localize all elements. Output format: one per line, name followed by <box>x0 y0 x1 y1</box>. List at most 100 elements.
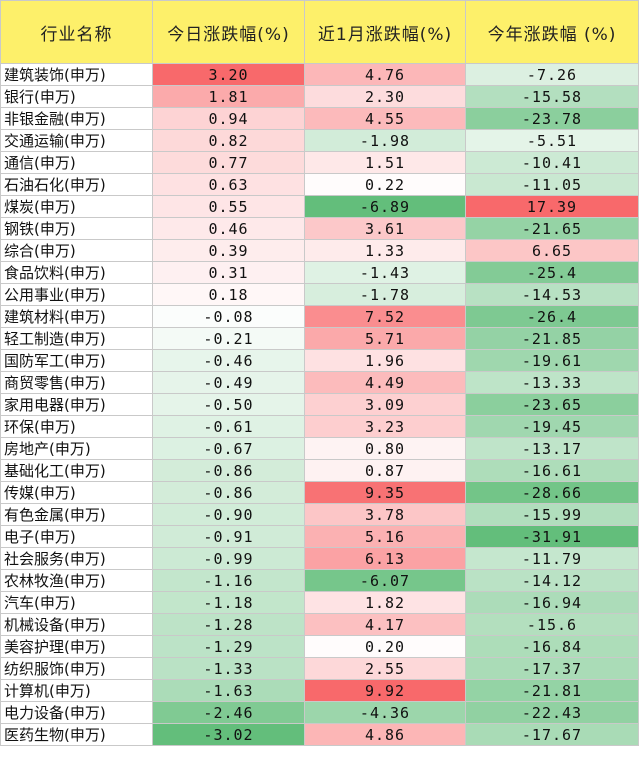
today-change-cell[interactable]: -0.86 <box>152 481 305 504</box>
industry-name-cell[interactable]: 建筑装饰(申万) <box>0 63 153 86</box>
today-change-cell[interactable]: 0.94 <box>152 107 305 130</box>
industry-name-cell[interactable]: 基础化工(申万) <box>0 459 153 482</box>
one-month-change-cell[interactable]: 0.22 <box>304 173 466 196</box>
today-change-cell[interactable]: -0.90 <box>152 503 305 526</box>
industry-name-cell[interactable]: 银行(申万) <box>0 85 153 108</box>
today-change-cell[interactable]: 0.31 <box>152 261 305 284</box>
industry-name-cell[interactable]: 美容护理(申万) <box>0 635 153 658</box>
ytd-change-cell[interactable]: -13.17 <box>465 437 639 460</box>
one-month-change-cell[interactable]: 0.80 <box>304 437 466 460</box>
today-change-cell[interactable]: 3.20 <box>152 63 305 86</box>
today-change-cell[interactable]: -1.33 <box>152 657 305 680</box>
industry-name-cell[interactable]: 纺织服饰(申万) <box>0 657 153 680</box>
ytd-change-cell[interactable]: -15.6 <box>465 613 639 636</box>
one-month-change-cell[interactable]: 3.78 <box>304 503 466 526</box>
today-change-cell[interactable]: -0.21 <box>152 327 305 350</box>
ytd-change-cell[interactable]: -21.85 <box>465 327 639 350</box>
one-month-change-cell[interactable]: -1.78 <box>304 283 466 306</box>
one-month-change-cell[interactable]: 6.13 <box>304 547 466 570</box>
today-change-cell[interactable]: -0.49 <box>152 371 305 394</box>
header-one-month-change[interactable]: 近1月涨跌幅(%) <box>304 0 466 64</box>
ytd-change-cell[interactable]: -23.78 <box>465 107 639 130</box>
header-industry-name[interactable]: 行业名称 <box>0 0 153 64</box>
industry-name-cell[interactable]: 非银金融(申万) <box>0 107 153 130</box>
today-change-cell[interactable]: 0.18 <box>152 283 305 306</box>
ytd-change-cell[interactable]: -31.91 <box>465 525 639 548</box>
today-change-cell[interactable]: -1.63 <box>152 679 305 702</box>
ytd-change-cell[interactable]: -14.12 <box>465 569 639 592</box>
ytd-change-cell[interactable]: -5.51 <box>465 129 639 152</box>
ytd-change-cell[interactable]: 17.39 <box>465 195 639 218</box>
industry-name-cell[interactable]: 农林牧渔(申万) <box>0 569 153 592</box>
industry-name-cell[interactable]: 汽车(申万) <box>0 591 153 614</box>
one-month-change-cell[interactable]: 4.76 <box>304 63 466 86</box>
industry-name-cell[interactable]: 家用电器(申万) <box>0 393 153 416</box>
header-today-change[interactable]: 今日涨跌幅(%) <box>152 0 305 64</box>
today-change-cell[interactable]: 1.81 <box>152 85 305 108</box>
today-change-cell[interactable]: 0.55 <box>152 195 305 218</box>
ytd-change-cell[interactable]: -7.26 <box>465 63 639 86</box>
ytd-change-cell[interactable]: -21.81 <box>465 679 639 702</box>
ytd-change-cell[interactable]: -28.66 <box>465 481 639 504</box>
ytd-change-cell[interactable]: -22.43 <box>465 701 639 724</box>
ytd-change-cell[interactable]: -11.05 <box>465 173 639 196</box>
one-month-change-cell[interactable]: -4.36 <box>304 701 466 724</box>
one-month-change-cell[interactable]: 0.20 <box>304 635 466 658</box>
one-month-change-cell[interactable]: 2.30 <box>304 85 466 108</box>
industry-name-cell[interactable]: 综合(申万) <box>0 239 153 262</box>
industry-name-cell[interactable]: 石油石化(申万) <box>0 173 153 196</box>
one-month-change-cell[interactable]: 4.49 <box>304 371 466 394</box>
one-month-change-cell[interactable]: 1.96 <box>304 349 466 372</box>
industry-name-cell[interactable]: 轻工制造(申万) <box>0 327 153 350</box>
today-change-cell[interactable]: 0.63 <box>152 173 305 196</box>
industry-name-cell[interactable]: 医药生物(申万) <box>0 723 153 746</box>
ytd-change-cell[interactable]: -11.79 <box>465 547 639 570</box>
industry-name-cell[interactable]: 通信(申万) <box>0 151 153 174</box>
industry-name-cell[interactable]: 社会服务(申万) <box>0 547 153 570</box>
industry-name-cell[interactable]: 公用事业(申万) <box>0 283 153 306</box>
today-change-cell[interactable]: -1.29 <box>152 635 305 658</box>
one-month-change-cell[interactable]: 4.86 <box>304 723 466 746</box>
one-month-change-cell[interactable]: 4.55 <box>304 107 466 130</box>
today-change-cell[interactable]: -0.86 <box>152 459 305 482</box>
one-month-change-cell[interactable]: 5.16 <box>304 525 466 548</box>
ytd-change-cell[interactable]: -14.53 <box>465 283 639 306</box>
today-change-cell[interactable]: -3.02 <box>152 723 305 746</box>
ytd-change-cell[interactable]: -16.61 <box>465 459 639 482</box>
today-change-cell[interactable]: -2.46 <box>152 701 305 724</box>
ytd-change-cell[interactable]: -13.33 <box>465 371 639 394</box>
today-change-cell[interactable]: -1.18 <box>152 591 305 614</box>
ytd-change-cell[interactable]: -19.45 <box>465 415 639 438</box>
one-month-change-cell[interactable]: 3.61 <box>304 217 466 240</box>
ytd-change-cell[interactable]: -23.65 <box>465 393 639 416</box>
today-change-cell[interactable]: -0.61 <box>152 415 305 438</box>
industry-name-cell[interactable]: 交通运输(申万) <box>0 129 153 152</box>
industry-name-cell[interactable]: 计算机(申万) <box>0 679 153 702</box>
ytd-change-cell[interactable]: -25.4 <box>465 261 639 284</box>
one-month-change-cell[interactable]: 0.87 <box>304 459 466 482</box>
ytd-change-cell[interactable]: -15.58 <box>465 85 639 108</box>
one-month-change-cell[interactable]: 1.82 <box>304 591 466 614</box>
today-change-cell[interactable]: -0.67 <box>152 437 305 460</box>
one-month-change-cell[interactable]: 9.35 <box>304 481 466 504</box>
industry-name-cell[interactable]: 商贸零售(申万) <box>0 371 153 394</box>
today-change-cell[interactable]: -0.99 <box>152 547 305 570</box>
today-change-cell[interactable]: -0.08 <box>152 305 305 328</box>
one-month-change-cell[interactable]: 9.92 <box>304 679 466 702</box>
one-month-change-cell[interactable]: -1.98 <box>304 129 466 152</box>
ytd-change-cell[interactable]: -10.41 <box>465 151 639 174</box>
one-month-change-cell[interactable]: 2.55 <box>304 657 466 680</box>
ytd-change-cell[interactable]: -17.37 <box>465 657 639 680</box>
industry-name-cell[interactable]: 环保(申万) <box>0 415 153 438</box>
today-change-cell[interactable]: -1.16 <box>152 569 305 592</box>
header-ytd-change[interactable]: 今年涨跌幅 (%) <box>465 0 639 64</box>
one-month-change-cell[interactable]: 1.33 <box>304 239 466 262</box>
today-change-cell[interactable]: 0.39 <box>152 239 305 262</box>
today-change-cell[interactable]: -0.46 <box>152 349 305 372</box>
industry-name-cell[interactable]: 有色金属(申万) <box>0 503 153 526</box>
one-month-change-cell[interactable]: -6.07 <box>304 569 466 592</box>
today-change-cell[interactable]: 0.46 <box>152 217 305 240</box>
one-month-change-cell[interactable]: 3.09 <box>304 393 466 416</box>
one-month-change-cell[interactable]: 4.17 <box>304 613 466 636</box>
industry-name-cell[interactable]: 建筑材料(申万) <box>0 305 153 328</box>
